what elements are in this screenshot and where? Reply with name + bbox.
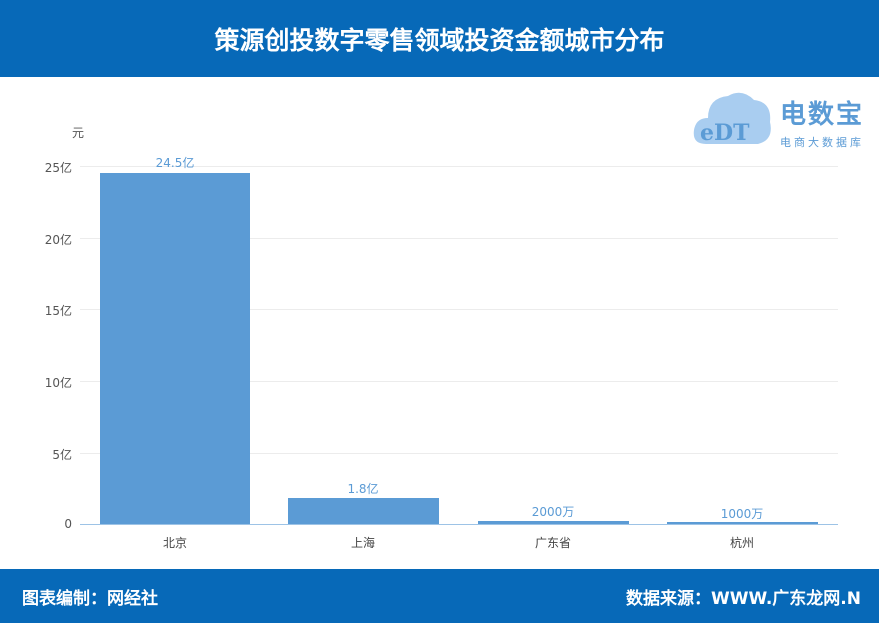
chart-header: 策源创投数字零售领域投资金额城市分布 xyxy=(0,0,879,77)
y-tick: 0 xyxy=(64,517,72,531)
bar-value-label: 24.5亿 xyxy=(155,156,195,170)
footer-source: 数据来源：WWW.广东龙网.N xyxy=(625,589,861,609)
gridline xyxy=(80,238,838,239)
cloud-logo-icon: eDT xyxy=(693,92,771,146)
logo-subtitle: 电商大数据库 xyxy=(780,136,864,149)
chart-footer: 图表编制：网经社 数据来源：WWW.广东龙网.N xyxy=(0,569,879,623)
bar-hangzhou xyxy=(667,522,818,524)
bar-beijing xyxy=(100,173,250,524)
logo: eDT 电数宝 电商大数据库 xyxy=(692,84,872,154)
svg-text:eDT: eDT xyxy=(700,120,750,146)
x-tick: 杭州 xyxy=(729,536,754,550)
y-tick: 15亿 xyxy=(44,304,72,318)
gridline xyxy=(80,309,838,310)
y-axis-unit: 元 xyxy=(72,126,85,140)
bar-value-label: 1000万 xyxy=(720,507,764,521)
bar-value-label: 2000万 xyxy=(531,505,575,519)
logo-brand: 电数宝 xyxy=(780,100,865,130)
y-tick: 5亿 xyxy=(52,448,72,462)
bar-shanghai xyxy=(288,498,439,524)
gridline xyxy=(80,381,838,382)
footer-credit: 图表编制：网经社 xyxy=(22,589,158,609)
y-tick: 10亿 xyxy=(44,376,72,390)
x-axis-line xyxy=(80,524,838,525)
gridline xyxy=(80,453,838,454)
y-tick: 25亿 xyxy=(44,161,72,175)
x-tick: 上海 xyxy=(350,536,375,550)
bar-guangdong xyxy=(478,521,629,524)
x-tick: 广东省 xyxy=(534,536,571,550)
bar-value-label: 1.8亿 xyxy=(347,482,379,496)
x-tick: 北京 xyxy=(162,536,187,550)
y-tick: 20亿 xyxy=(44,233,72,247)
chart-title: 策源创投数字零售领域投资金额城市分布 xyxy=(214,25,665,55)
gridline xyxy=(80,166,838,167)
